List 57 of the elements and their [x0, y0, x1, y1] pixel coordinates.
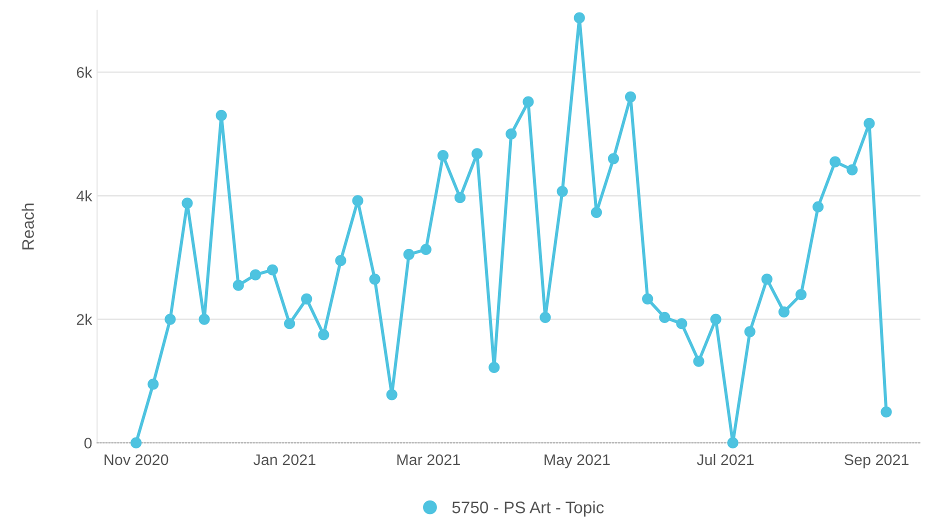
- point: [182, 198, 193, 209]
- point: [301, 293, 312, 304]
- point: [574, 12, 585, 24]
- point: [659, 312, 670, 323]
- point: [846, 164, 858, 176]
- point: [403, 248, 414, 260]
- x-tick-label: Jan 2021: [253, 454, 316, 466]
- x-tick-label: Nov 2020: [104, 454, 168, 466]
- point: [556, 186, 568, 197]
- point: [727, 437, 738, 448]
- point: [506, 128, 517, 140]
- point: [880, 406, 892, 418]
- point: [522, 96, 534, 108]
- point: [676, 318, 688, 330]
- point: [795, 289, 807, 300]
- point: [488, 362, 500, 374]
- point: [812, 201, 824, 212]
- x-tick-label: Jul 2021: [696, 454, 754, 466]
- legend-label: 5750 - PS Art - Topic: [452, 501, 604, 517]
- x-tick-label: Sep 2021: [844, 454, 908, 468]
- point: [693, 356, 704, 367]
- point: [335, 255, 346, 266]
- point: [284, 318, 296, 330]
- point: [232, 280, 244, 291]
- point: [216, 110, 227, 121]
- point: [369, 274, 380, 285]
- y-tick-label: 0: [84, 438, 92, 449]
- point: [540, 312, 551, 323]
- y-tick-label: 6k: [76, 66, 92, 78]
- point: [624, 91, 636, 102]
- point: [642, 293, 654, 304]
- point: [761, 274, 772, 285]
- point: [590, 206, 602, 218]
- point: [130, 437, 142, 448]
- point: [454, 192, 466, 204]
- y-tick-label: 2k: [76, 314, 92, 325]
- point: [778, 306, 790, 318]
- point: [164, 314, 176, 325]
- y-tick-label: 4k: [76, 190, 92, 202]
- point: [250, 269, 261, 280]
- y-axis-title: Reach: [22, 204, 34, 250]
- point: [472, 148, 483, 160]
- point: [437, 150, 449, 162]
- point: [710, 314, 722, 325]
- x-tick-label: May 2021: [544, 454, 610, 468]
- point: [198, 314, 210, 325]
- point: [744, 326, 756, 338]
- point: [318, 329, 330, 340]
- x-tick-label: Mar 2021: [397, 454, 460, 466]
- point: [830, 156, 841, 168]
- point: [864, 118, 875, 130]
- point: [148, 378, 159, 390]
- point: [266, 264, 278, 276]
- point: [352, 195, 364, 206]
- point: [420, 244, 432, 256]
- point: [608, 153, 620, 164]
- point: [386, 389, 398, 400]
